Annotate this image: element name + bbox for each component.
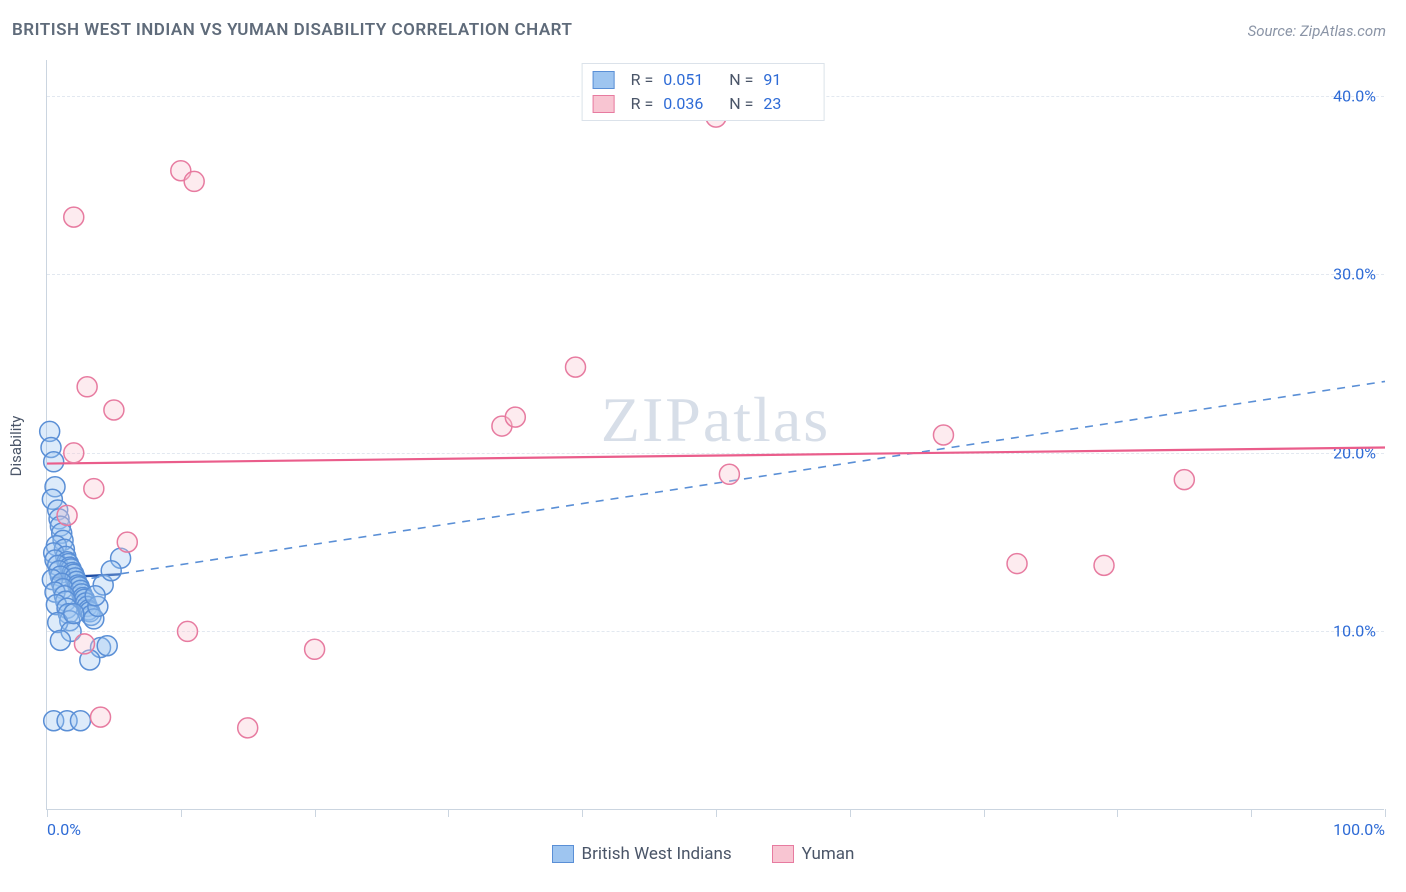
stat-N-value: 23 (763, 92, 813, 116)
legend-swatch (593, 95, 615, 113)
legend-item: British West Indians (552, 844, 732, 864)
plot-area: ZIPatlas 10.0%20.0%30.0%40.0%0.0%100.0% (46, 60, 1384, 810)
source-credit: Source: ZipAtlas.com (1248, 22, 1386, 40)
data-point (64, 207, 84, 227)
data-point (238, 718, 258, 738)
stat-N-label: N = (729, 92, 753, 116)
chart-title: BRITISH WEST INDIAN VS YUMAN DISABILITY … (12, 20, 572, 40)
data-point (566, 357, 586, 377)
stat-R-label: R = (631, 68, 654, 92)
data-point (933, 425, 953, 445)
data-point (1174, 470, 1194, 490)
data-point (85, 586, 105, 606)
legend-label: Yuman (802, 844, 855, 864)
data-point (177, 621, 197, 641)
data-point (70, 711, 90, 731)
data-point (84, 479, 104, 499)
scatter-svg (47, 60, 1384, 809)
data-point (719, 464, 739, 484)
x-tick-label: 0.0% (47, 820, 81, 839)
x-tick-label: 100.0% (1333, 820, 1385, 839)
chart-container: BRITISH WEST INDIAN VS YUMAN DISABILITY … (0, 0, 1406, 892)
data-point (91, 707, 111, 727)
legend-swatch (593, 71, 615, 89)
data-point (184, 171, 204, 191)
legend-label: British West Indians (582, 844, 732, 864)
data-point (44, 452, 64, 472)
stat-N-label: N = (729, 68, 753, 92)
data-point (104, 400, 124, 420)
data-point (57, 505, 77, 525)
data-point (117, 532, 137, 552)
data-point (64, 604, 84, 624)
data-point (77, 377, 97, 397)
data-point (50, 630, 70, 650)
data-point (1007, 554, 1027, 574)
stat-R-value: 0.036 (663, 92, 713, 116)
stat-R-value: 0.051 (663, 68, 713, 92)
data-point (505, 407, 525, 427)
data-point (1094, 555, 1114, 575)
legend-stats-box: R = 0.051 N = 91 R = 0.036 N = 23 (582, 63, 825, 121)
legend-swatch (552, 845, 574, 863)
legend-swatch (772, 845, 794, 863)
stat-N-value: 91 (763, 68, 813, 92)
legend-item: Yuman (772, 844, 855, 864)
legend-stat-row: R = 0.036 N = 23 (593, 92, 814, 116)
data-point (74, 634, 94, 654)
trend-line (47, 448, 1385, 464)
data-point (97, 636, 117, 656)
legend-stat-row: R = 0.051 N = 91 (593, 68, 814, 92)
data-point (305, 639, 325, 659)
data-point (64, 443, 84, 463)
data-point (101, 561, 121, 581)
y-axis-title: Disability (7, 416, 25, 477)
stat-R-label: R = (631, 92, 654, 116)
legend-bottom: British West Indians Yuman (0, 844, 1406, 868)
